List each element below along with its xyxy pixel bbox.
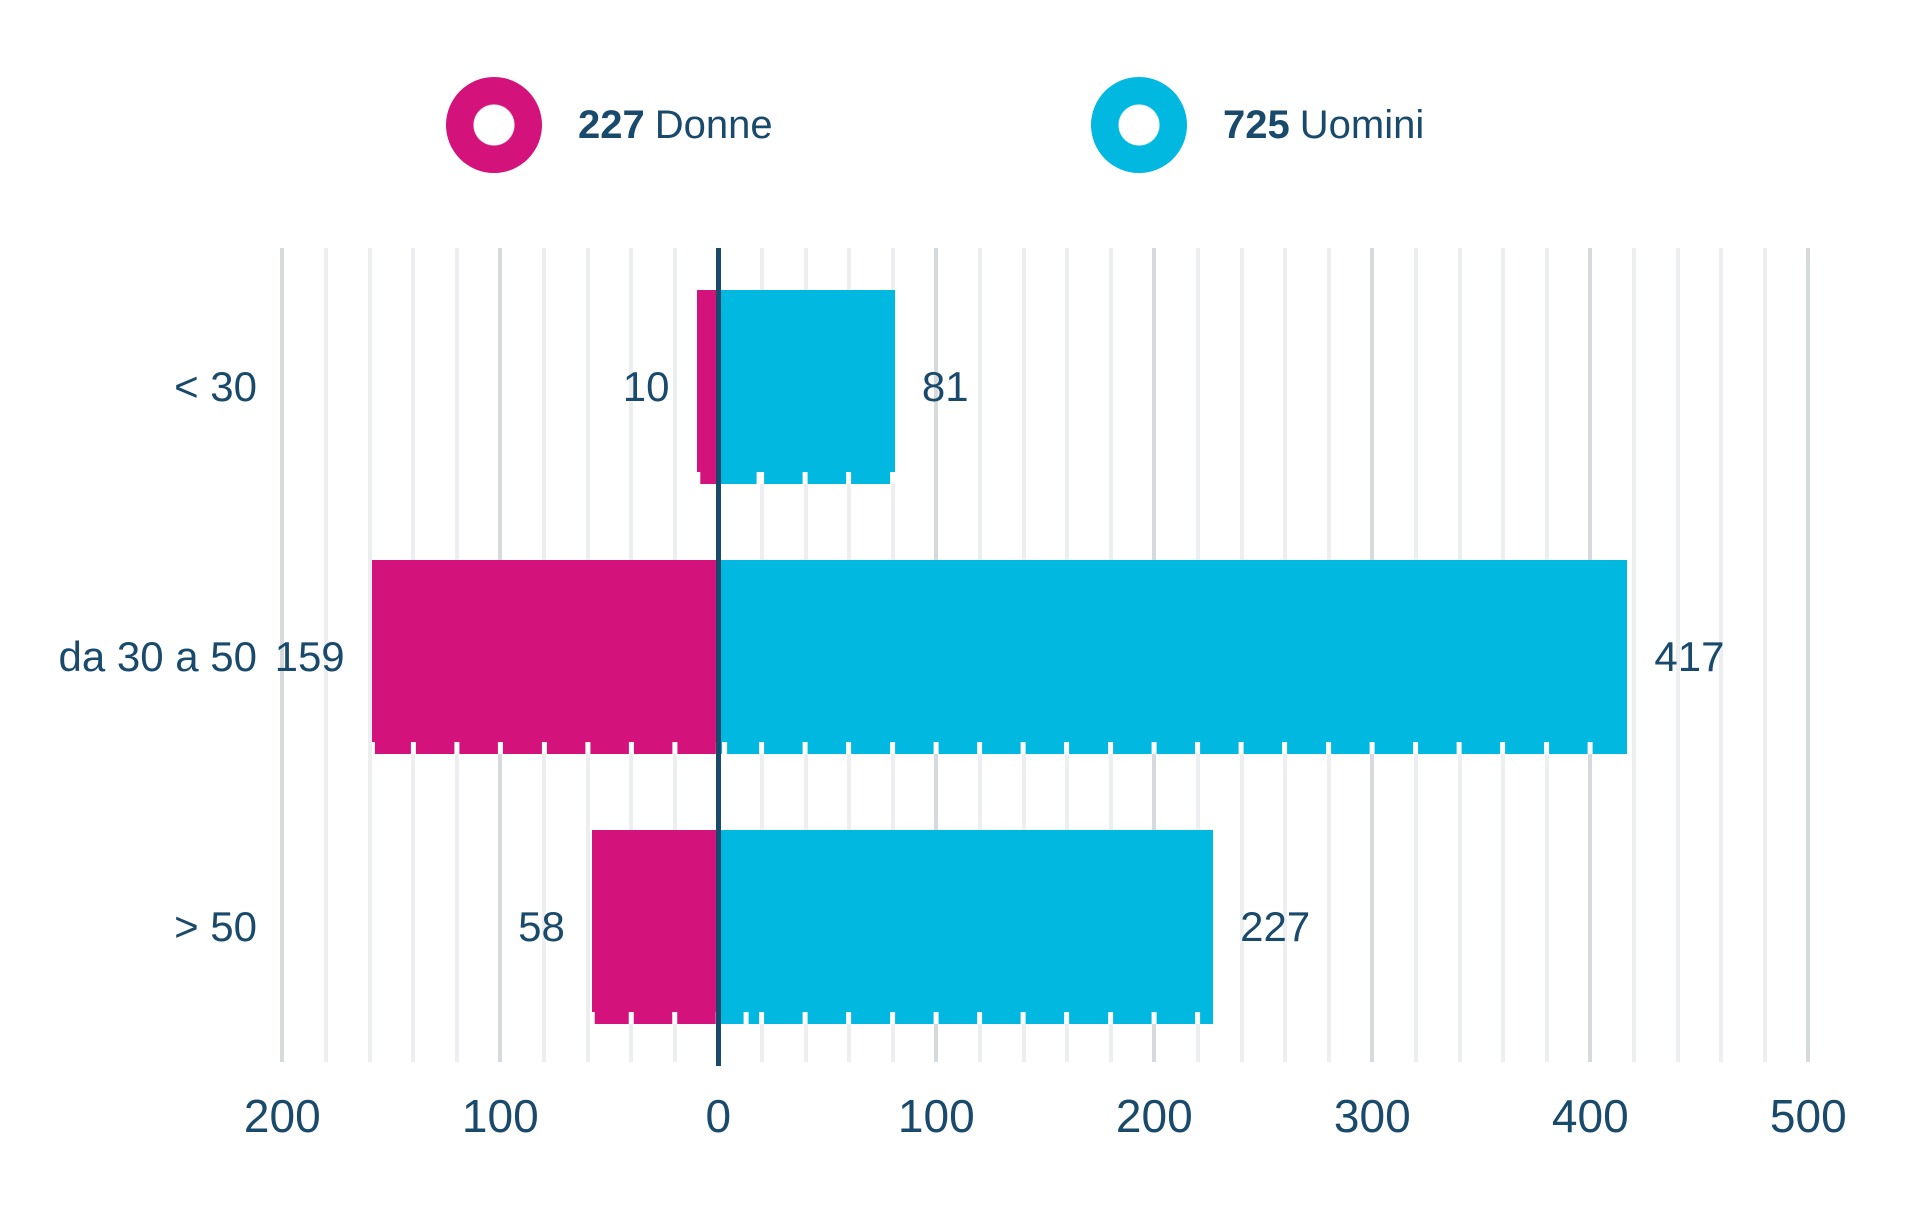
x-axis-tick-0-2: 0 [705, 1090, 732, 1142]
x-axis-tick-500-7: 500 [1769, 1090, 1847, 1142]
x-axis-tick-400-6: 400 [1551, 1090, 1629, 1142]
value-label-uomini-0: 81 [921, 363, 969, 410]
legend-value-donne: 227 [578, 103, 645, 147]
x-axis-tick-100-1: 100 [461, 1090, 539, 1142]
legend-label-uomini: Uomini [1299, 103, 1425, 147]
legend-text-uomini: 725 Uomini [1223, 77, 1424, 173]
minor-gridline [1675, 248, 1680, 1062]
x-axis-tick-100-3: 100 [897, 1090, 975, 1142]
x-axis-tick-200-4: 200 [1115, 1090, 1193, 1142]
bar-uomini-bottom-ticks-2 [718, 1012, 1214, 1024]
category-label-0: < 30 [174, 363, 257, 410]
bar-uomini-0[interactable] [718, 290, 895, 484]
value-label-uomini-1: 417 [1654, 633, 1725, 680]
category-label-1: da 30 a 50 [58, 633, 257, 680]
minor-gridline [367, 248, 372, 1062]
zero-axis-line [715, 248, 721, 1066]
bar-uomini-1[interactable] [718, 560, 1628, 754]
value-label-donne-2: 58 [518, 903, 565, 950]
bar-donne-bottom-ticks-0 [696, 472, 719, 484]
donne-donut-icon [446, 77, 542, 173]
uomini-donut-icon [1091, 77, 1187, 173]
value-label-uomini-2: 227 [1240, 903, 1311, 950]
bar-donne-2[interactable] [591, 830, 719, 1024]
bar-uomini-2[interactable] [718, 830, 1214, 1024]
minor-gridline [1631, 248, 1636, 1062]
bar-donne-bottom-ticks-1 [371, 742, 719, 754]
minor-gridline [323, 248, 328, 1062]
major-gridline [280, 248, 285, 1062]
legend-text-donne: 227 Donne [578, 77, 773, 173]
legend-label-donne: Donne [654, 103, 773, 147]
bar-uomini-bottom-ticks-0 [718, 472, 895, 484]
category-label-2: > 50 [174, 903, 257, 950]
legend-value-uomini: 725 [1223, 103, 1290, 147]
value-label-donne-0: 10 [622, 363, 670, 410]
minor-gridline [1762, 248, 1767, 1062]
bar-donne-1[interactable] [371, 560, 719, 754]
bar-donne-0[interactable] [696, 290, 719, 484]
minor-gridline [1719, 248, 1724, 1062]
value-label-donne-1: 159 [274, 633, 345, 680]
bar-donne-bottom-ticks-2 [591, 1012, 719, 1024]
x-axis-tick-300-5: 300 [1333, 1090, 1411, 1142]
bar-uomini-bottom-ticks-1 [718, 742, 1628, 754]
x-axis-tick-200-0: 200 [243, 1090, 321, 1142]
major-gridline [1806, 248, 1811, 1062]
